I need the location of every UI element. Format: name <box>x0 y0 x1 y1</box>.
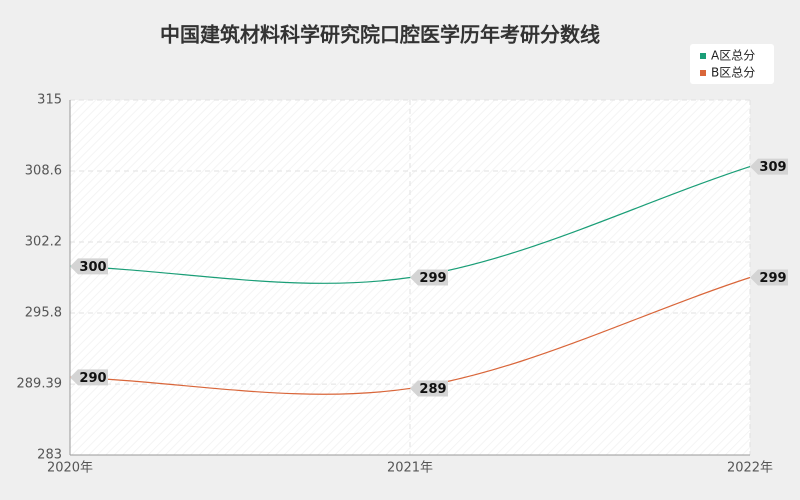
value-label-bg <box>410 269 448 286</box>
value-label-bg <box>410 380 448 397</box>
value-label-bg <box>750 158 788 175</box>
legend-box <box>690 44 774 84</box>
chart-title: 中国建筑材料科学研究院口腔医学历年考研分数线 <box>160 23 600 47</box>
legend-label: A区总分 <box>711 49 755 63</box>
y-tick-label: 308.6 <box>25 164 62 179</box>
y-tick-label: 315 <box>37 93 62 108</box>
value-label-bg <box>70 369 108 386</box>
legend-marker <box>700 53 706 59</box>
series-line <box>69 276 751 395</box>
value-label: 309 <box>759 160 786 175</box>
legend-label: B区总分 <box>711 66 755 80</box>
value-label: 290 <box>79 371 106 386</box>
value-label: 299 <box>419 271 446 286</box>
x-tick-label: 2021年 <box>387 461 433 476</box>
value-label-bg <box>750 269 788 286</box>
value-label-bg <box>70 258 108 275</box>
legend-marker <box>700 70 706 76</box>
value-label: 300 <box>79 260 106 275</box>
x-tick-label: 2020年 <box>47 461 93 476</box>
value-label: 289 <box>419 382 446 397</box>
y-tick-label: 302.2 <box>25 235 62 250</box>
y-tick-label: 295.8 <box>25 306 62 321</box>
x-tick-label: 2022年 <box>727 461 773 476</box>
y-tick-label: 289.39 <box>17 377 63 392</box>
value-label: 299 <box>759 271 786 286</box>
y-tick-label: 283 <box>37 448 62 463</box>
